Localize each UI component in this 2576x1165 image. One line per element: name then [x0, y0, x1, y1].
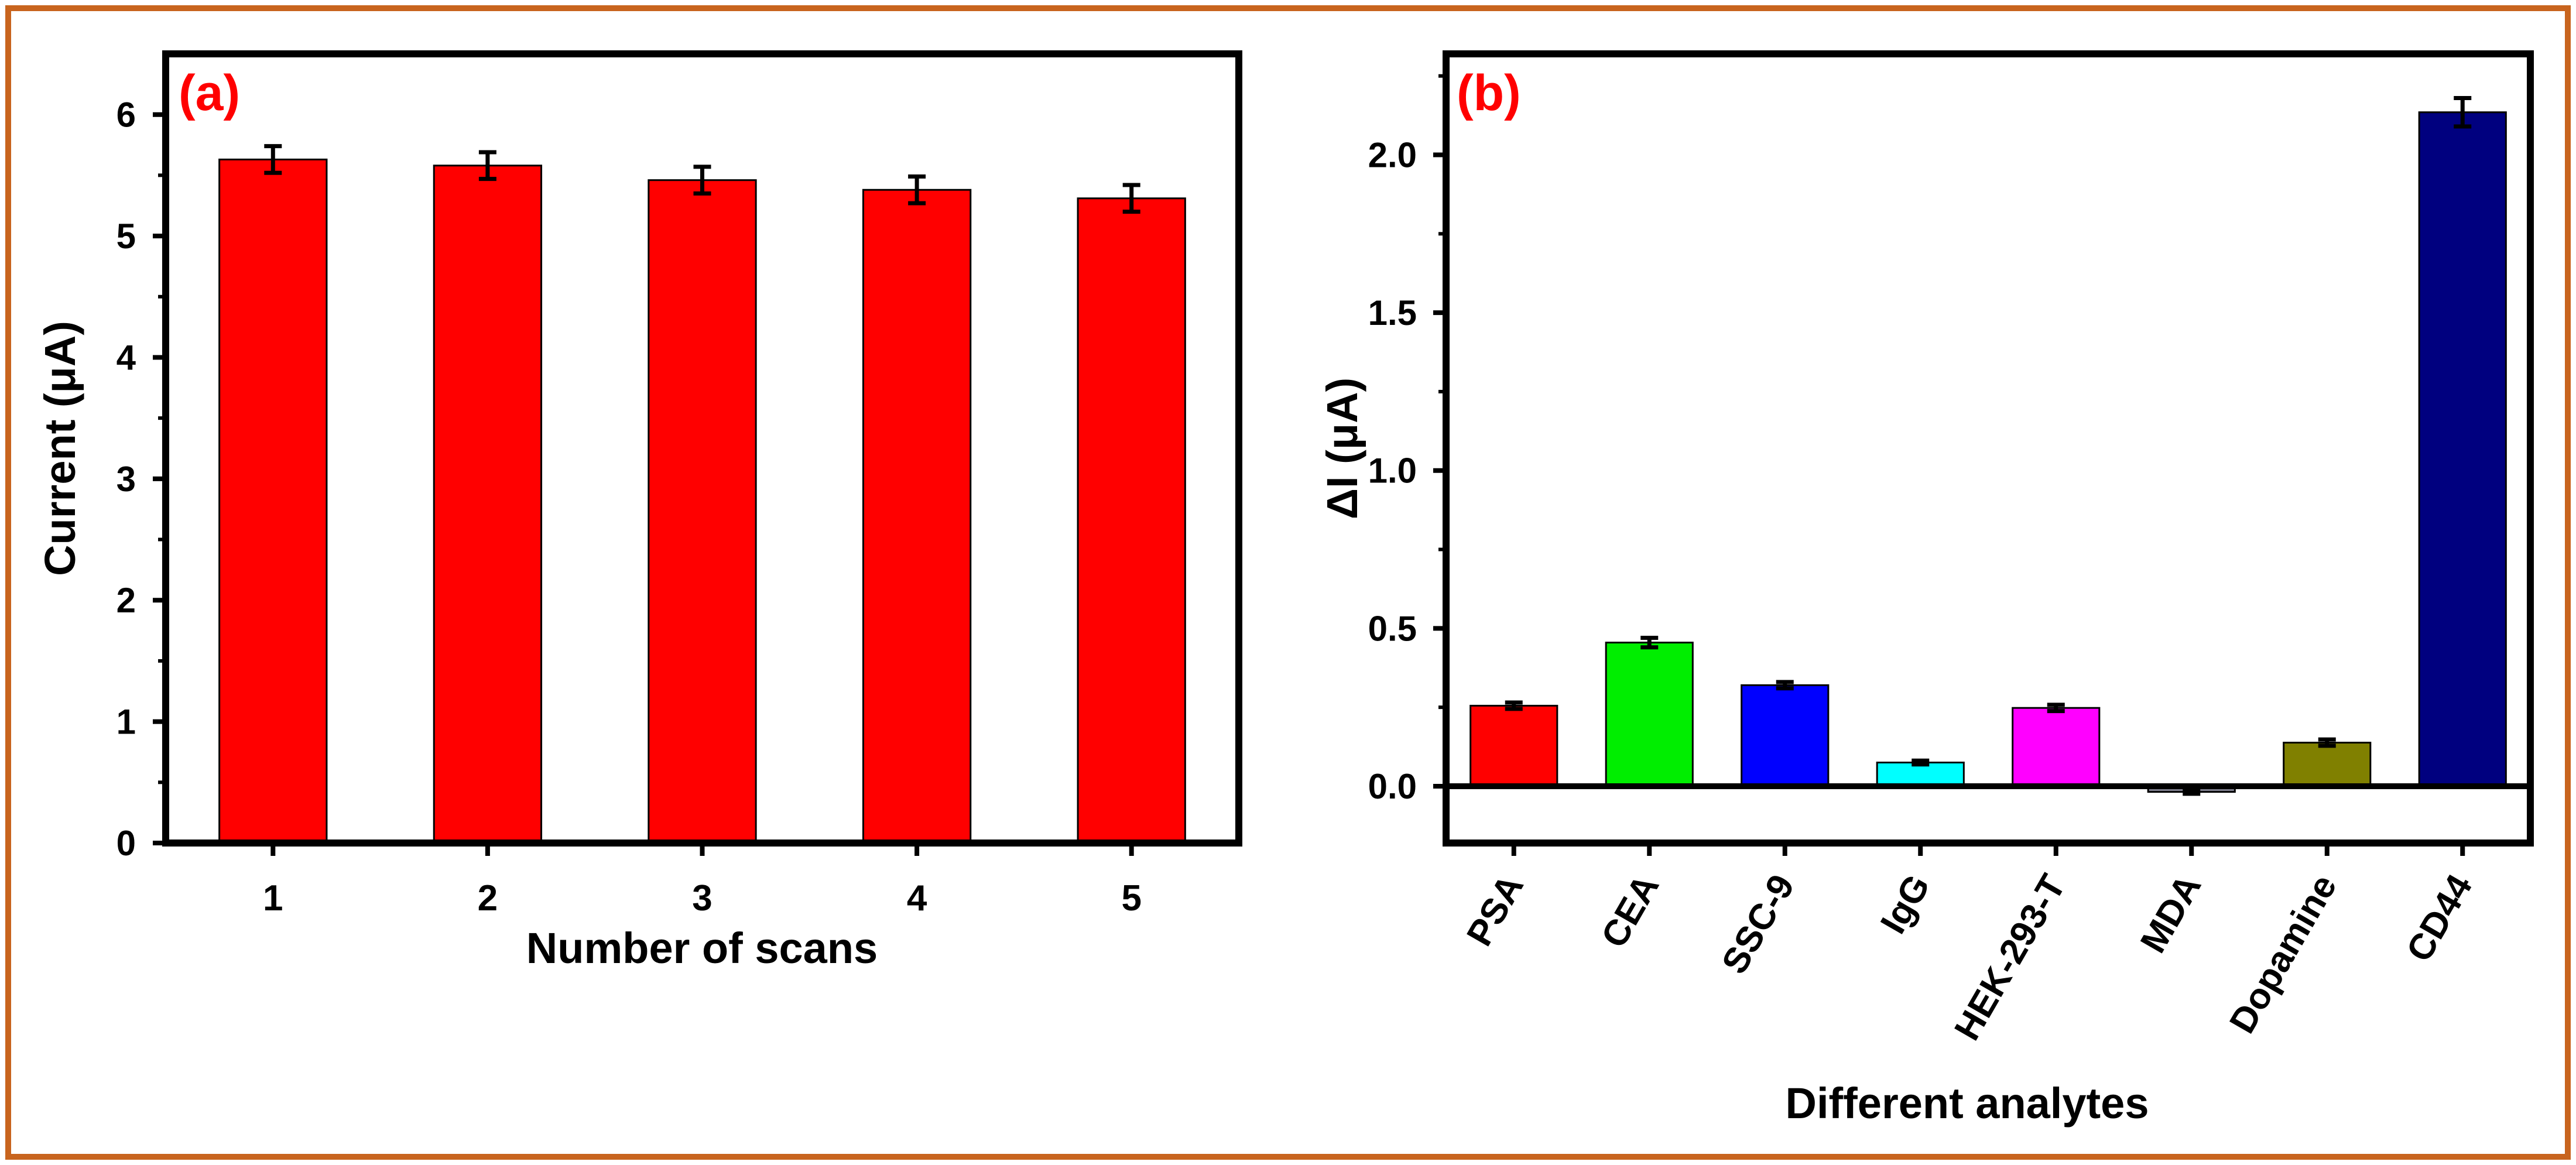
chart-b: 0.00.51.01.52.0 PSA CEA SSC-9 IgG HEK-293-T M…: [1318, 50, 2534, 1128]
chart-a-bar-4: [862, 189, 972, 844]
chart-a-y-tick-label: 5: [117, 217, 136, 256]
chart-b-y-tick-label: 0.5: [1368, 609, 1417, 648]
chart-b-bar-cea: [1605, 642, 1694, 787]
chart-b-error-bar-dopamine: [2318, 737, 2336, 748]
chart-a-bar-1: [218, 158, 328, 844]
chart-a-error-bars: [264, 144, 1140, 214]
chart-b-x-axis-label: Different analytes: [1786, 1079, 2149, 1128]
chart-b-error-bar-igg: [1912, 758, 1930, 767]
chart-a-y-tick-label: 1: [117, 703, 136, 742]
chart-a-bar-2: [433, 165, 543, 844]
chart-a: 0 1 2 3 4 5 6 1 2 3 4 5 (a) Number of scans Curren…: [36, 50, 1242, 972]
chart-a-panel-label: (a): [179, 65, 240, 121]
chart-b-y-tick-label: 1.5: [1368, 293, 1417, 333]
chart-a-y-ticks: 0 1 2 3 4 5 6: [117, 95, 166, 863]
chart-a-x-tick-label: 1: [263, 878, 283, 919]
chart-a-y-tick-label: 3: [117, 460, 136, 499]
chart-a-x-tick-label: 4: [907, 878, 927, 919]
chart-b-y-tick-label: 1.0: [1368, 451, 1417, 491]
chart-a-y-tick-label: 0: [117, 824, 136, 863]
chart-b-error-bars: [1505, 95, 2472, 796]
chart-b-y-tick-label: 0.0: [1368, 767, 1417, 806]
chart-a-y-tick-label: 2: [117, 581, 136, 620]
chart-b-error-bar-cd44: [2454, 95, 2472, 129]
chart-a-y-tick-label: 4: [117, 338, 136, 377]
chart-a-bar-3: [648, 179, 757, 844]
chart-a-x-axis-label: Number of scans: [526, 924, 878, 972]
chart-a-error-bar-2: [478, 150, 496, 181]
chart-a-error-bar-4: [908, 174, 926, 205]
chart-b-bar-dopamine: [2283, 742, 2372, 787]
chart-b-panel-label: (b): [1457, 65, 1521, 121]
chart-b-bar-ssc-9: [1741, 684, 1830, 787]
chart-b-error-bar-hek-293-t: [2047, 703, 2065, 714]
chart-a-x-tick-label: 3: [692, 878, 712, 919]
chart-b-plot-frame: [1443, 50, 2534, 847]
chart-a-y-axis-label: Current (μA): [36, 321, 84, 576]
chart-a-plot-frame: [162, 50, 1242, 847]
chart-b-error-bar-ssc-9: [1776, 680, 1794, 691]
chart-a-bar-5: [1077, 197, 1186, 844]
chart-a-error-bar-5: [1122, 183, 1140, 214]
chart-b-error-bar-cea: [1640, 636, 1659, 650]
chart-b-y-axis-label: ΔI (μA): [1318, 378, 1366, 519]
chart-a-error-bar-1: [264, 144, 282, 175]
chart-b-bar-hek-293-t: [2012, 707, 2101, 787]
chart-a-y-tick-label: 6: [117, 95, 136, 135]
chart-a-x-tick-label: 2: [478, 878, 498, 919]
chart-b-error-bar-psa: [1505, 700, 1523, 711]
figure-frame: [5, 5, 2571, 1160]
chart-b-error-bar-mda: [2183, 787, 2201, 796]
chart-b-bar-psa: [1469, 704, 1558, 787]
chart-a-x-tick-label: 5: [1121, 878, 1141, 919]
chart-b-y-ticks: 0.0 0.5 1.0 1.5 2.0: [1368, 74, 1446, 806]
chart-b-bar-igg: [1876, 762, 1965, 787]
chart-b-y-tick-label: 2.0: [1368, 136, 1417, 175]
chart-a-error-bar-3: [693, 165, 711, 196]
chart-b-bar-cd44: [2418, 111, 2507, 787]
chart-a-x-ticks: 1 2 3 4 5: [263, 843, 1142, 919]
